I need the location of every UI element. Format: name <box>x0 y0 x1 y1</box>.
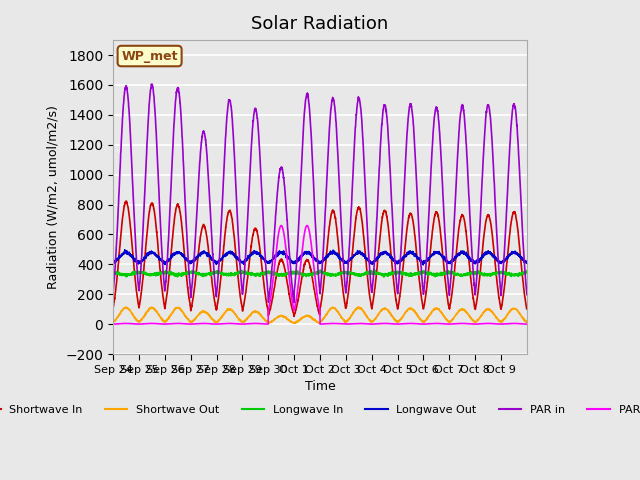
Text: WP_met: WP_met <box>122 49 178 62</box>
Legend: Shortwave In, Shortwave Out, Longwave In, Longwave Out, PAR in, PAR out: Shortwave In, Shortwave Out, Longwave In… <box>0 400 640 420</box>
Y-axis label: Radiation (W/m2, umol/m2/s): Radiation (W/m2, umol/m2/s) <box>47 105 60 289</box>
Title: Solar Radiation: Solar Radiation <box>252 15 388 33</box>
X-axis label: Time: Time <box>305 380 335 393</box>
